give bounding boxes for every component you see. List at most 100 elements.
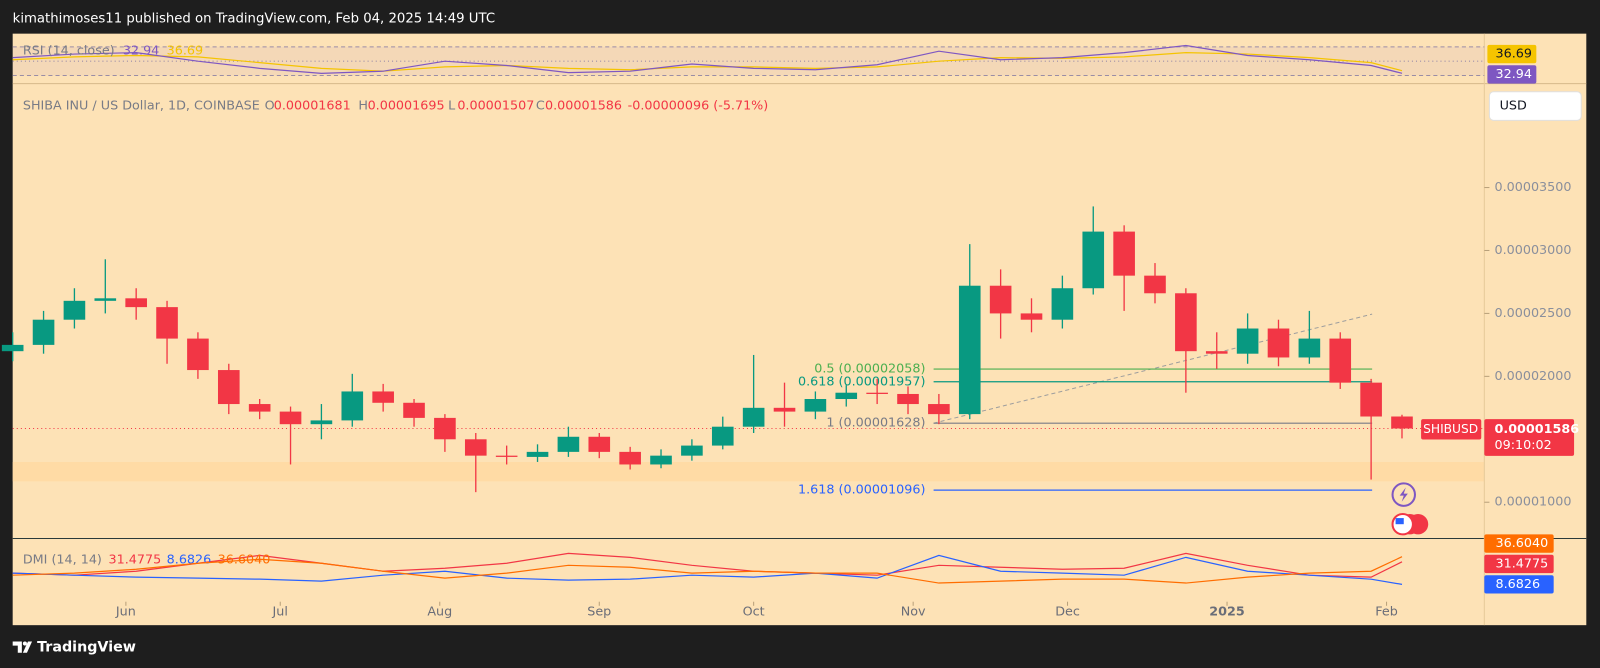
dmi-axis-label: 8.6826 (1496, 577, 1541, 592)
rsi-ma-value: 36.69 (167, 43, 203, 58)
y-tick-label: 0.00003500 (1495, 180, 1572, 195)
ohlc-key: C (536, 99, 545, 114)
candle-body (557, 436, 580, 452)
currency-label: USD (1500, 99, 1527, 114)
candle-body (526, 451, 549, 457)
chart-background (12, 33, 1587, 626)
candle-body (773, 407, 796, 412)
publish-header: kimathimoses11 published on TradingView.… (13, 11, 495, 26)
ohlc-value: 0.00001507 (457, 99, 534, 114)
rsi-ma-axis-label: 36.69 (1496, 47, 1532, 62)
dmi-value: 36.6040 (218, 552, 271, 567)
x-tick-label: Sep (587, 604, 611, 619)
candle-body (187, 338, 209, 371)
dmi-box (1484, 575, 1554, 594)
fib-label: 1 (0.00001628) (826, 416, 925, 431)
candle-body (279, 411, 302, 425)
candle-body (835, 392, 858, 400)
candle-body (125, 298, 147, 308)
candle-body (156, 307, 178, 339)
currency-button[interactable] (1488, 91, 1582, 121)
candle-body (1329, 338, 1352, 383)
dmi-box (1484, 554, 1554, 574)
dmi-line (12, 556, 1403, 584)
rsi-ma-box (1487, 44, 1537, 64)
ohlc-value: 0.00001586 (545, 99, 622, 114)
candle-body (372, 391, 394, 403)
candle-body (217, 370, 240, 405)
candle-body (1144, 275, 1166, 294)
ohlc-value: 0.00001695 (368, 99, 445, 114)
candle-body (464, 439, 487, 456)
rsi-title: RSI (14, close) (23, 43, 115, 58)
dmi-title: DMI (14, 14) (23, 552, 102, 567)
change-label: -0.00000096 (-5.71%) (628, 99, 769, 114)
x-tick-label: Aug (427, 604, 452, 619)
rsi-box (1487, 65, 1537, 84)
fib-label: 0.5 (0.00002058) (814, 362, 925, 377)
candle-body (341, 391, 364, 421)
candle-body (1391, 416, 1413, 429)
candle-body (897, 393, 919, 405)
candle-body (1205, 351, 1228, 354)
candle-body (434, 417, 456, 440)
candle-body (94, 298, 117, 301)
rsi-line (12, 44, 1403, 74)
rsi-ma-line (12, 52, 1403, 72)
rsi-band-fill (12, 46, 1485, 76)
rsi-value: 32.94 (123, 43, 159, 58)
symbol-label: SHIBA INU / US Dollar, 1D, COINBASE (23, 99, 260, 114)
candle-body (989, 285, 1012, 314)
fib-label: 0.618 (0.00001957) (798, 374, 925, 389)
dmi-box (1484, 534, 1554, 553)
candle-body (1, 344, 24, 352)
ohlc-key: O (265, 99, 275, 114)
footer-logo (12, 641, 33, 653)
candle-body (1298, 338, 1321, 358)
candle-body (711, 426, 734, 446)
y-tick-label: 0.00003000 (1495, 243, 1572, 258)
candle-body (63, 300, 86, 320)
candle-body (1020, 313, 1043, 320)
dmi-line (12, 552, 1403, 578)
dmi-line (12, 554, 1403, 585)
rsi-axis-label: 32.94 (1496, 67, 1532, 82)
price-box (1484, 419, 1575, 456)
x-tick-label: Nov (901, 604, 926, 619)
candle-body (1082, 231, 1105, 289)
candle-body (1051, 288, 1074, 320)
x-tick-label: Feb (1375, 604, 1398, 619)
candle-body (32, 319, 55, 345)
ohlc-key: L (448, 99, 456, 114)
candle-body (804, 399, 827, 412)
candle-body (650, 455, 672, 465)
support-zone (12, 461, 1485, 482)
candle-body (681, 445, 703, 456)
event-icons[interactable] (1391, 482, 1429, 536)
y-tick-label: 0.00002500 (1495, 306, 1572, 321)
candle-body (1267, 328, 1290, 358)
price-label: 0.00001586 (1495, 422, 1580, 437)
candle-body (1236, 328, 1259, 354)
dmi-value: 31.4775 (109, 552, 162, 567)
candle-body (619, 451, 641, 465)
candle-body (958, 285, 981, 415)
y-tick-label: 0.00001000 (1495, 495, 1572, 510)
ticker-label: SHIBUSD (1423, 422, 1478, 436)
candle-body (310, 420, 333, 425)
candle-body (866, 392, 888, 394)
candle-body (742, 407, 765, 427)
x-tick-label: Jul (272, 604, 288, 619)
candle-body (928, 404, 950, 415)
candle-body (495, 455, 518, 457)
x-tick-label: 2025 (1209, 604, 1244, 619)
candle-body (1113, 231, 1135, 276)
ohlc-value: 0.00001681 (274, 99, 351, 114)
candle-body (1360, 382, 1382, 417)
x-tick-label: Oct (743, 604, 765, 619)
fib-label: 1.618 (0.00001096) (798, 483, 925, 498)
candle-body (588, 436, 611, 452)
trend-line (933, 313, 1373, 424)
